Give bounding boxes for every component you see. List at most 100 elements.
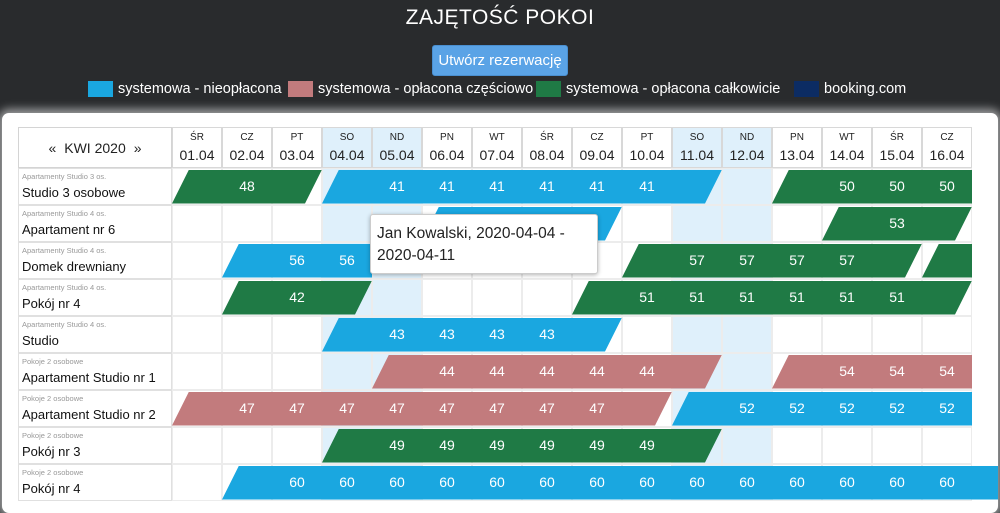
day-cell[interactable] xyxy=(172,464,222,501)
day-cell[interactable] xyxy=(672,205,722,242)
room-name: Pokój nr 4 xyxy=(22,296,81,311)
reservation-label: 41 xyxy=(489,177,505,194)
day-name: WT xyxy=(489,132,505,143)
reservation-label: 48 xyxy=(239,177,255,194)
month-navigator: « KWI 2020 » xyxy=(18,127,172,168)
day-name: SO xyxy=(689,132,705,143)
day-cell[interactable] xyxy=(922,427,972,464)
reservation-label: 52 xyxy=(739,399,755,416)
day-cell[interactable] xyxy=(822,427,872,464)
day-cell[interactable] xyxy=(422,279,472,316)
day-date: 12.04 xyxy=(729,147,765,163)
day-cell[interactable] xyxy=(722,427,772,464)
day-header: CZ 02.04 xyxy=(222,127,272,168)
legend-swatch xyxy=(536,81,561,97)
day-cell[interactable] xyxy=(722,168,772,205)
reservation-bar[interactable]: 49 49 49 49 49 49 xyxy=(322,429,722,463)
day-cell[interactable] xyxy=(772,427,822,464)
day-date: 11.04 xyxy=(680,147,714,163)
reservation-label: 56 xyxy=(289,251,305,268)
room-name: Domek drewniany xyxy=(22,259,127,274)
day-cell[interactable] xyxy=(622,205,672,242)
day-cell[interactable] xyxy=(222,205,272,242)
day-cell[interactable] xyxy=(772,205,822,242)
legend-item: systemowa - opłacona częściowo xyxy=(288,79,533,99)
legend: systemowa - nieopłacona systemowa - opłac… xyxy=(0,79,1000,99)
reservation-label: 56 xyxy=(339,251,355,268)
reservation-bar[interactable]: 54 54 54 xyxy=(772,354,972,389)
day-cell[interactable] xyxy=(722,353,772,390)
reservation-label: 52 xyxy=(939,399,955,416)
room-row-header: Pokoje 2 osobowe Pokój nr 4 xyxy=(18,464,172,501)
day-cell[interactable] xyxy=(622,316,672,353)
reservation-label: 60 xyxy=(639,473,655,490)
day-cell[interactable] xyxy=(222,353,272,390)
day-date: 04.04 xyxy=(329,147,365,163)
room-row-header: Pokoje 2 osobowe Pokój nr 3 xyxy=(18,427,172,464)
day-header: PN 06.04 xyxy=(422,127,472,168)
create-reservation-button[interactable]: Utwórz rezerwację xyxy=(432,45,568,76)
next-month-button[interactable]: » xyxy=(133,139,142,156)
legend-swatch xyxy=(88,81,113,97)
reservation-label: 44 xyxy=(439,362,455,379)
day-header: PT 10.04 xyxy=(622,127,672,168)
day-cell[interactable] xyxy=(172,242,222,279)
day-cell[interactable] xyxy=(172,205,222,242)
reservation-bar[interactable]: 42 xyxy=(222,281,372,315)
day-cell[interactable] xyxy=(922,316,972,353)
reservation-label: 54 xyxy=(939,362,955,379)
reservation-label: 57 xyxy=(739,251,755,268)
reservation-bar[interactable]: 52 52 52 52 52 xyxy=(672,391,972,426)
reservation-label: 43 xyxy=(489,325,505,342)
day-cell[interactable] xyxy=(272,316,322,353)
day-cell[interactable] xyxy=(272,353,322,390)
day-cell[interactable] xyxy=(322,205,372,242)
reservation-bar[interactable]: 44 44 44 44 44 xyxy=(372,355,722,389)
reservation-bar[interactable]: 50 50 50 xyxy=(772,169,972,204)
reservation-label: 43 xyxy=(439,325,455,342)
day-cell[interactable] xyxy=(672,316,722,353)
day-cell[interactable] xyxy=(872,316,922,353)
day-cell[interactable] xyxy=(172,316,222,353)
day-date: 03.04 xyxy=(279,147,315,163)
room-row-header: Apartamenty Studio 4 os. Apartament nr 6 xyxy=(18,205,172,242)
day-cell[interactable] xyxy=(522,279,572,316)
day-cell[interactable] xyxy=(272,205,322,242)
reservation-bar[interactable]: 43 43 43 43 xyxy=(322,318,622,352)
reservation-bar[interactable]: 51 51 51 51 51 51 xyxy=(572,281,972,315)
reservation-label: 44 xyxy=(539,362,555,379)
reservation-bar[interactable]: 47 47 47 47 47 47 47 47 xyxy=(172,392,672,426)
room-category: Apartamenty Studio 3 os. xyxy=(22,172,107,181)
day-cell[interactable] xyxy=(722,316,772,353)
day-cell[interactable] xyxy=(872,427,922,464)
reservation-bar[interactable]: 48 xyxy=(172,170,322,204)
day-date: 08.04 xyxy=(529,147,565,163)
room-row-header: Apartamenty Studio 3 os. Studio 3 osobowe xyxy=(18,168,172,205)
day-cell[interactable] xyxy=(372,279,422,316)
day-cell[interactable] xyxy=(822,316,872,353)
day-cell[interactable] xyxy=(222,427,272,464)
reservation-bar[interactable]: 57 57 57 57 xyxy=(622,244,922,278)
reservation-label: 47 xyxy=(389,399,405,416)
day-date: 05.04 xyxy=(379,147,415,163)
reservation-label: 44 xyxy=(639,362,655,379)
day-date: 13.04 xyxy=(779,147,815,163)
day-cell[interactable] xyxy=(772,316,822,353)
day-cell[interactable] xyxy=(222,316,272,353)
reservation-bar[interactable]: 60 60 60 60 60 60 60 60 60 60 60 60 60 60 xyxy=(222,465,998,500)
day-date: 06.04 xyxy=(429,147,465,163)
room-row-header: Pokoje 2 osobowe Apartament Studio nr 1 xyxy=(18,353,172,390)
reservation-label: 60 xyxy=(839,473,855,490)
day-cell[interactable] xyxy=(272,427,322,464)
reservation-bar[interactable]: 41 41 41 41 41 41 xyxy=(322,170,722,204)
room-category: Pokoje 2 osobowe xyxy=(22,431,84,440)
day-cell[interactable] xyxy=(322,353,372,390)
day-cell[interactable] xyxy=(722,205,772,242)
day-cell[interactable] xyxy=(472,279,522,316)
day-cell[interactable] xyxy=(172,353,222,390)
reservation-bar[interactable]: 53 xyxy=(822,207,972,241)
day-cell[interactable] xyxy=(172,279,222,316)
prev-month-button[interactable]: « xyxy=(48,139,57,156)
reservation-bar[interactable]: 56 56 xyxy=(222,243,372,278)
day-cell[interactable] xyxy=(172,427,222,464)
